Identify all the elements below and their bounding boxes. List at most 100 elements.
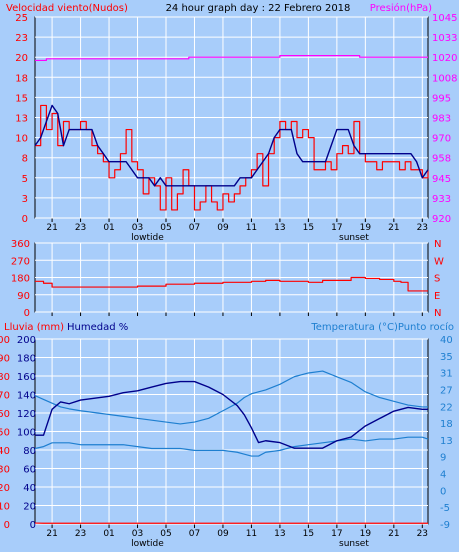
rain-humidity-temp-header: Lluvia (mm) Humedad % Temperatura (°C)Pu… xyxy=(4,321,454,333)
direction-y-tick-label: 90 xyxy=(17,291,30,302)
rain-y-tick-label: 30 xyxy=(0,465,10,476)
pressure-y-tick-label: 920 xyxy=(432,214,451,225)
x-tick-label: 09 xyxy=(217,223,229,233)
direction-y-tick-label: 360 xyxy=(11,239,30,250)
compass-y-tick-label: S xyxy=(434,274,440,285)
x-tick-label: 17 xyxy=(331,223,342,233)
direction-y-tick-label: 270 xyxy=(11,256,30,267)
x-tick-label: 23 xyxy=(75,223,86,233)
humidity-y-tick-label: 180 xyxy=(17,354,36,365)
pressure-y-tick-label: 983 xyxy=(432,114,451,125)
temperature-axis-title: Temperatura (°C)Punto rocío xyxy=(310,321,454,333)
x-tick-label: 15 xyxy=(303,529,314,539)
pressure-y-tick-label: 995 xyxy=(432,93,451,104)
temperature-line xyxy=(34,370,428,425)
temperature-y-tick-label: 35 xyxy=(440,352,453,363)
x-tick-label: 23 xyxy=(417,223,428,233)
humidity-y-tick-label: 160 xyxy=(17,372,36,383)
x-tick-label: 01 xyxy=(103,529,114,539)
humidity-y-tick-label: 60 xyxy=(23,465,36,476)
compass-y-tick-label: N xyxy=(434,239,441,250)
rain-y-tick-label: 50 xyxy=(0,428,10,439)
x-tick-label: 13 xyxy=(274,529,285,539)
wind-y-tick-label: 23 xyxy=(15,33,28,44)
x-tick-label: 21 xyxy=(46,223,57,233)
wind-average-line xyxy=(34,104,429,187)
temperature-y-tick-label: 27 xyxy=(440,385,453,396)
temperature-y-tick-label: 9 xyxy=(440,453,446,464)
pressure-y-tick-label: 1020 xyxy=(432,53,457,64)
wind-y-tick-label: 13 xyxy=(15,114,28,125)
x-tick-label: 11 xyxy=(246,223,257,233)
compass-y-tick-label: W xyxy=(434,256,444,267)
compass-y-tick-label: E xyxy=(434,291,440,302)
rain-humidity-temp-panel: 1009080706050403020100200180160140120100… xyxy=(0,335,453,549)
x-tick-label: 15 xyxy=(303,223,314,233)
wind-y-tick-label: 8 xyxy=(22,154,28,165)
rain-y-tick-label: 20 xyxy=(0,483,10,494)
rain-y-tick-label: 100 xyxy=(0,335,10,346)
wind-speed-axis-title: Velocidad viento(Nudos) xyxy=(6,3,128,14)
sunset-marker: sunset xyxy=(339,233,369,243)
x-tick-label: 13 xyxy=(274,223,285,233)
wind-y-tick-label: 25 xyxy=(15,13,28,24)
wind-y-tick-label: 0 xyxy=(22,214,28,225)
x-tick-label: 09 xyxy=(217,529,229,539)
x-tick-label: 07 xyxy=(189,223,200,233)
humidity-y-tick-label: 140 xyxy=(17,391,36,402)
rain-y-tick-label: 90 xyxy=(0,354,10,365)
humidity-y-tick-label: 100 xyxy=(17,428,36,439)
direction-y-tick-label: 180 xyxy=(11,274,30,285)
wind-direction-line xyxy=(35,276,428,292)
pressure-y-tick-label: 1033 xyxy=(432,33,457,44)
wind-y-tick-label: 20 xyxy=(15,53,28,64)
temperature-y-tick-label: 31 xyxy=(440,369,453,380)
x-tick-label: 05 xyxy=(160,529,171,539)
humidity-axis-title: Humedad % xyxy=(67,322,128,333)
wind-y-tick-label: 18 xyxy=(15,73,28,84)
x-tick-label: 19 xyxy=(360,529,372,539)
pressure-y-tick-label: 933 xyxy=(432,194,451,205)
x-tick-label: 03 xyxy=(132,223,143,233)
rain-y-tick-label: 10 xyxy=(0,502,10,513)
wind-y-tick-label: 3 xyxy=(22,194,28,205)
pressure-y-tick-label: 1045 xyxy=(432,13,457,24)
pressure-line xyxy=(35,54,428,62)
lowtide-marker: lowtide xyxy=(131,233,164,243)
pressure-y-tick-label: 958 xyxy=(432,154,451,165)
temperature-y-tick-label: 4 xyxy=(440,470,446,481)
rain-y-tick-label: 70 xyxy=(0,391,10,402)
compass-y-tick-label: N xyxy=(434,308,441,319)
sunset-marker: sunset xyxy=(339,539,369,549)
x-tick-label: 21 xyxy=(388,529,399,539)
x-tick-label: 07 xyxy=(189,529,200,539)
rain-y-tick-label: 0 xyxy=(4,520,10,531)
direction-y-tick-label: 0 xyxy=(24,308,30,319)
chart-title: 24 hour graph day : 22 Febrero 2018 xyxy=(166,3,351,14)
wind-y-tick-label: 15 xyxy=(15,93,28,104)
x-tick-label: 19 xyxy=(360,223,372,233)
x-tick-label: 17 xyxy=(331,529,342,539)
wind-pressure-panel: 25 23 20 18 15 13 10 8 5 3 0 1045 1033 1020 1008 995 983… xyxy=(15,13,457,243)
dew-point-line xyxy=(34,436,429,457)
wind-y-tick-label: 10 xyxy=(15,134,28,145)
rain-y-tick-label: 80 xyxy=(0,372,10,383)
humidity-y-tick-label: 40 xyxy=(23,483,36,494)
temperature-y-tick-label: 13 xyxy=(440,436,453,447)
wind-y-tick-label: 5 xyxy=(22,174,28,185)
temperature-y-tick-label: 22 xyxy=(440,402,453,413)
rain-axis-title: Lluvia (mm) xyxy=(4,322,64,333)
pressure-axis-title: Presión(hPa) xyxy=(370,2,432,14)
lowtide-marker: lowtide xyxy=(131,539,164,549)
x-tick-label: 01 xyxy=(103,223,114,233)
humidity-y-tick-label: 200 xyxy=(17,335,36,346)
x-tick-label: 21 xyxy=(46,529,57,539)
x-tick-label: 23 xyxy=(75,529,86,539)
temperature-y-tick-label: -5 xyxy=(440,503,450,514)
rain-y-tick-label: 60 xyxy=(0,409,10,420)
rain-y-tick-label: 40 xyxy=(0,446,10,457)
temperature-y-tick-label: -9 xyxy=(440,520,450,531)
humidity-y-tick-label: 80 xyxy=(23,446,36,457)
